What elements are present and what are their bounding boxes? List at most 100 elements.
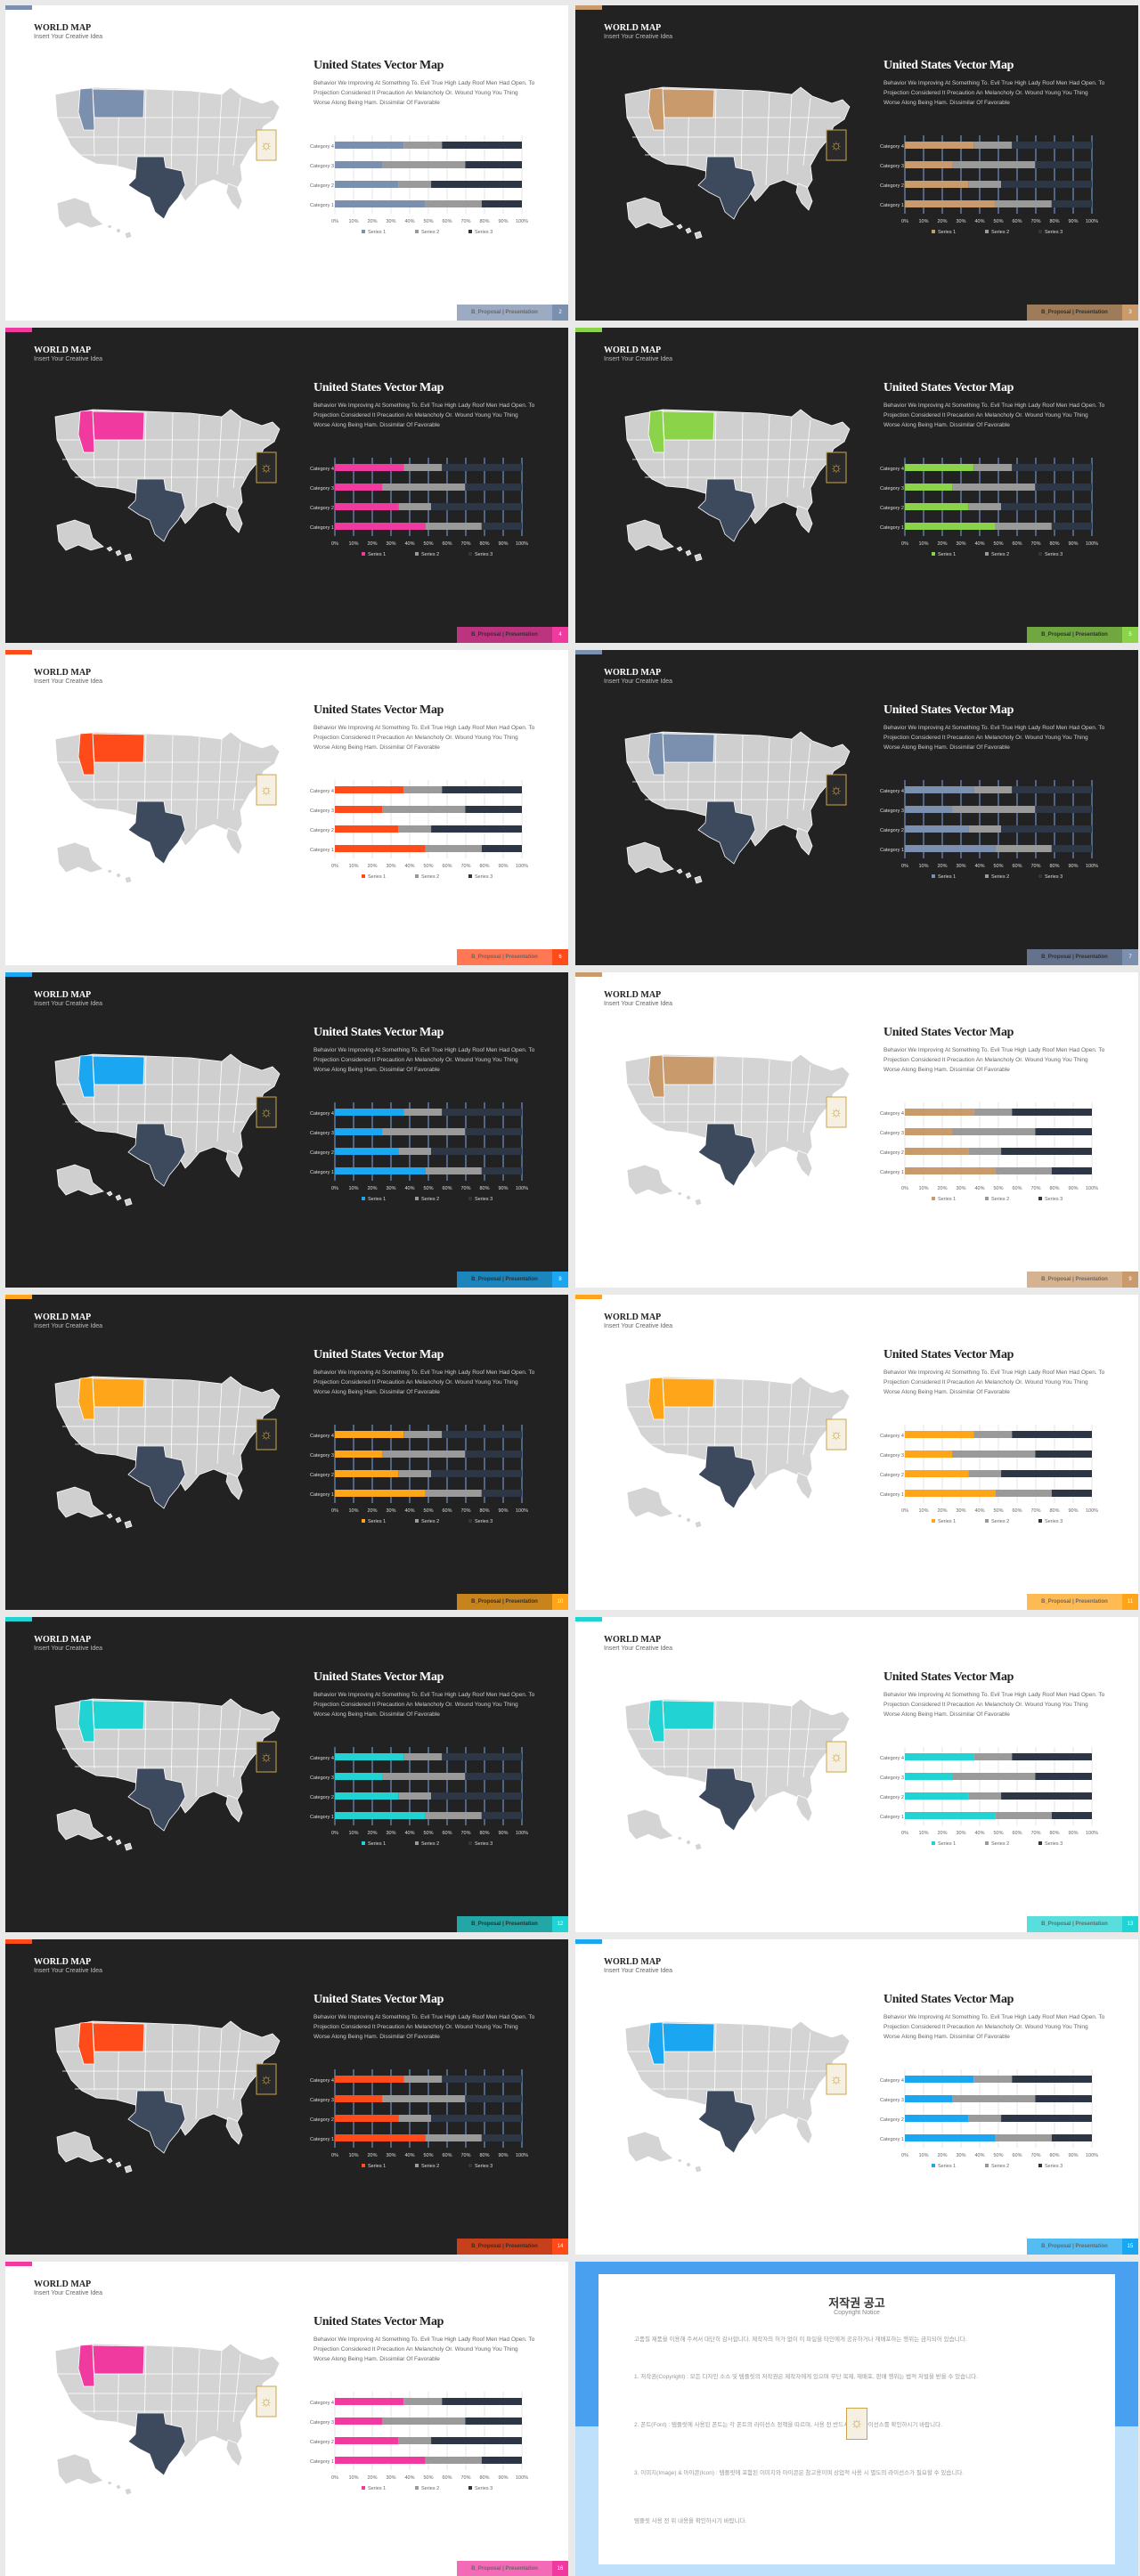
- tick-label: 100%: [516, 1831, 528, 1836]
- tick-label: 10%: [348, 2475, 358, 2481]
- badge-glyph: ☼: [260, 1750, 273, 1765]
- tick-label: 70%: [460, 1831, 470, 1836]
- legend-swatch: [1038, 1197, 1042, 1200]
- bar-segment-series-2: [425, 1167, 482, 1174]
- legend-label: Series 2: [991, 230, 1009, 235]
- legend-swatch: [1038, 1841, 1042, 1845]
- us-map: ☼: [609, 1357, 867, 1535]
- bar-segment-series-3: [442, 786, 522, 793]
- tick-label: 70%: [1030, 1186, 1040, 1191]
- category-label: Category 1: [310, 203, 334, 208]
- tick-label: 80%: [479, 1831, 489, 1836]
- us-map-svg: ☼: [624, 731, 851, 884]
- tick-label: 20%: [367, 2153, 377, 2158]
- bar-segment-series-2: [398, 1792, 432, 1800]
- tick-label: 60%: [1012, 2153, 1022, 2158]
- highlight-state-montana: [92, 1377, 145, 1408]
- footer-label: B_Proposal | Presentation: [457, 2239, 552, 2255]
- tick-label: 80%: [479, 541, 489, 547]
- accent-tag: [575, 5, 602, 10]
- bar-segment-series-2: [995, 1167, 1052, 1174]
- bar-segment-series-3: [465, 161, 522, 168]
- footer-label: B_Proposal | Presentation: [457, 305, 552, 321]
- tick-label: 60%: [1012, 219, 1022, 224]
- bar-segment-series-1: [335, 2134, 426, 2141]
- tick-label: 50%: [993, 1831, 1003, 1836]
- footer-bar: B_Proposal | Presentation 9: [1027, 1272, 1138, 1288]
- bar-segment-series-2: [952, 484, 1036, 491]
- legend-swatch: [468, 1519, 472, 1523]
- tick-label: 20%: [367, 1508, 377, 1514]
- tick-label: 60%: [1012, 1831, 1022, 1836]
- tick-label: 10%: [348, 2153, 358, 2158]
- badge-frame: [256, 1096, 277, 1128]
- category-label: Category 1: [880, 2137, 904, 2142]
- tick-label: 100%: [516, 1508, 528, 1514]
- bar-segment-series-3: [1051, 1812, 1092, 1819]
- chart-svg: 0% 10% 20% 30% 40% 50% 60% 70% 80% 90% 100% Categor…: [310, 2069, 528, 2169]
- stacked-bar-chart: 0% 10% 20% 30% 40% 50% 60% 70% 80% 90% 100% Categor…: [878, 1742, 1110, 1849]
- category-label: Category 3: [880, 809, 904, 814]
- tick-label: 90%: [1068, 864, 1078, 869]
- us-map-svg: ☼: [54, 86, 281, 240]
- category-label: Category 2: [310, 1150, 334, 1156]
- badge-glyph: ☼: [260, 783, 273, 798]
- slide-14: WORLD MAP Insert Your Creative Idea ☼ Unite…: [575, 1939, 1138, 2255]
- legend-swatch: [932, 1197, 935, 1200]
- chart-svg: 0% 10% 20% 30% 40% 50% 60% 70% 80% 90% 100% Categor…: [880, 1102, 1098, 1202]
- bar-segment-series-3: [431, 181, 522, 188]
- tick-label: 30%: [956, 219, 965, 224]
- category-label: Category 2: [880, 1473, 904, 1478]
- us-map-svg: ☼: [624, 1053, 851, 1207]
- tick-label: 100%: [516, 541, 528, 547]
- bar-segment-series-3: [442, 1753, 522, 1760]
- section-subtitle: Insert Your Creative Idea: [34, 1323, 103, 1329]
- copyright-paragraph: 템플릿 사용 전 위 내용을 확인하시기 바랍니다.: [634, 2518, 747, 2524]
- highlight-state-montana: [92, 733, 145, 763]
- tick-label: 90%: [498, 1508, 508, 1514]
- us-map: ☼: [39, 390, 297, 568]
- category-label: Category 2: [310, 183, 334, 189]
- legend-label: Series 1: [938, 1519, 956, 1524]
- logo-badge: ☼: [826, 2063, 847, 2095]
- legend-swatch: [362, 874, 365, 878]
- legend-label: Series 1: [938, 1841, 956, 1847]
- section-subtitle: Insert Your Creative Idea: [34, 1968, 103, 1974]
- bar-segment-series-3: [465, 1773, 522, 1780]
- legend-swatch: [932, 2164, 935, 2167]
- bar-segment-series-3: [1035, 484, 1092, 491]
- slide-11: WORLD MAP Insert Your Creative Idea ☼ Unite…: [5, 1617, 568, 1932]
- tick-label: 80%: [1049, 219, 1059, 224]
- legend-swatch: [932, 230, 935, 233]
- footer-bar: B_Proposal | Presentation 3: [1027, 305, 1138, 321]
- legend-label: Series 3: [475, 230, 493, 235]
- bar-segment-series-1: [905, 2095, 953, 2102]
- slide-body-text: Behavior We Improving At Something To. E…: [314, 80, 535, 106]
- tick-label: 80%: [1049, 1508, 1059, 1514]
- category-label: Category 2: [310, 828, 334, 833]
- tick-label: 50%: [993, 2153, 1003, 2158]
- legend-swatch: [468, 2164, 472, 2167]
- category-label: Category 1: [310, 2459, 334, 2465]
- bar-segment-series-3: [481, 1167, 522, 1174]
- tick-label: 70%: [1030, 1508, 1040, 1514]
- bar-segment-series-3: [481, 523, 522, 530]
- bar-segment-series-2: [382, 806, 466, 813]
- bar-segment-series-2: [425, 200, 482, 207]
- bar-segment-series-2: [995, 200, 1052, 207]
- legend-label: Series 2: [991, 874, 1009, 880]
- bar-segment-series-2: [973, 142, 1013, 149]
- tick-label: 30%: [386, 1186, 395, 1191]
- tick-label: 80%: [1049, 1186, 1059, 1191]
- tick-label: 20%: [937, 541, 947, 547]
- category-label: Category 1: [880, 1815, 904, 1820]
- us-map-svg: ☼: [54, 409, 281, 562]
- tick-label: 0%: [901, 541, 908, 547]
- section-title: WORLD MAP: [34, 1635, 92, 1645]
- bar-segment-series-1: [335, 845, 426, 852]
- chart-svg: 0% 10% 20% 30% 40% 50% 60% 70% 80% 90% 100% Categor…: [310, 1747, 528, 1847]
- legend-swatch: [1038, 552, 1042, 556]
- legend-label: Series 1: [368, 874, 386, 880]
- page-number: 16: [552, 2561, 568, 2576]
- chart-svg: 0% 10% 20% 30% 40% 50% 60% 70% 80% 90% 100% Categor…: [880, 1425, 1098, 1524]
